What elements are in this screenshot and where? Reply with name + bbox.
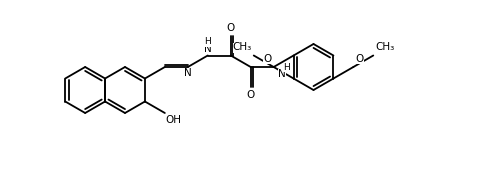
Text: O: O [263, 54, 272, 64]
Text: H: H [283, 63, 290, 72]
Text: O: O [246, 89, 255, 99]
Text: CH₃: CH₃ [233, 42, 252, 52]
Text: O: O [355, 54, 364, 64]
Text: CH₃: CH₃ [375, 42, 395, 52]
Text: O: O [227, 23, 235, 33]
Text: OH: OH [166, 115, 182, 125]
Text: N: N [278, 69, 285, 79]
Text: N: N [184, 68, 192, 78]
Text: N: N [204, 44, 212, 54]
Text: H: H [204, 37, 211, 46]
